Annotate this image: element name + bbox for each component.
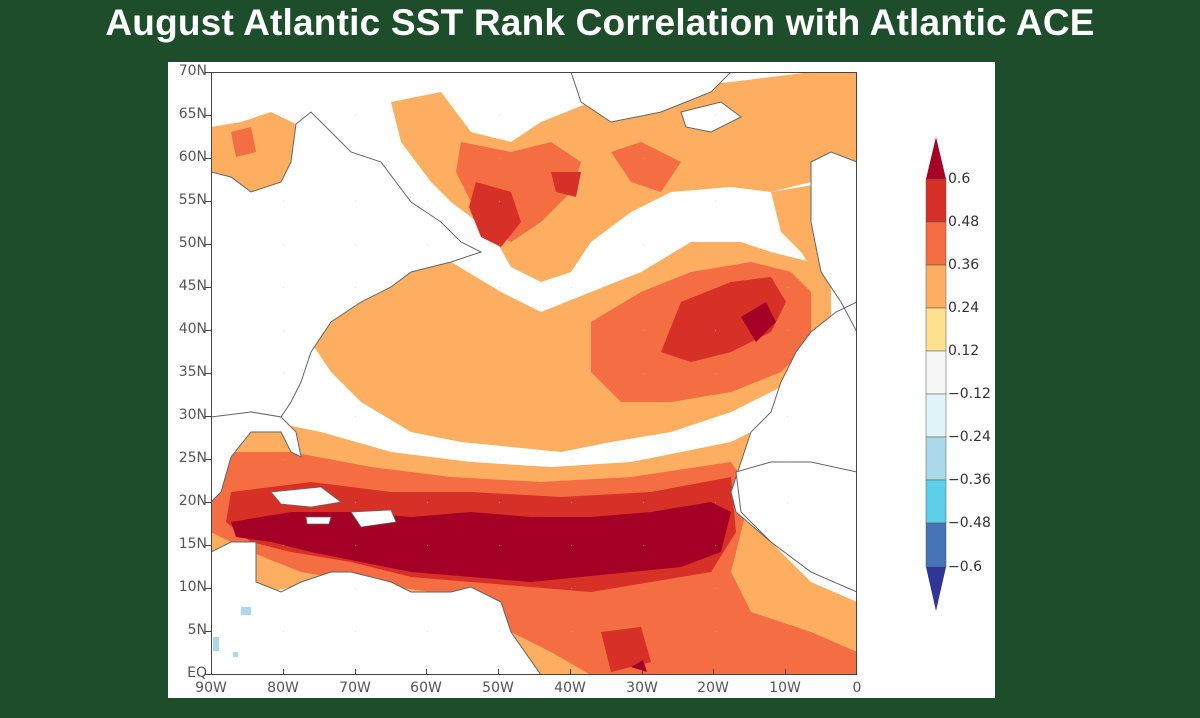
lat-label: 70N [178,63,207,79]
lat-label: EQ [187,665,207,681]
lon-label: 0 [852,680,862,696]
lon-label: 10W [769,680,801,696]
lat-label: 45N [178,278,207,294]
lat-label: 55N [178,192,207,208]
lat-label: 30N [178,407,207,423]
colorbar-label: −0.24 [948,429,991,445]
colorbar-label: 0.24 [948,300,980,316]
lon-label: 40W [554,680,586,696]
lat-label: 60N [178,149,207,165]
colorbar-label: −0.36 [948,472,991,488]
lon-label: 20W [697,680,729,696]
colorbar-label: 0.6 [948,171,971,187]
colorbar-label: 0.48 [948,214,980,230]
colorbar-label: −0.6 [948,559,982,575]
lat-label: 5N [187,622,207,638]
lon-label: 70W [339,680,371,696]
lat-label: 65N [178,106,207,122]
lat-label: 50N [178,235,207,251]
colorbar-label: −0.12 [948,386,991,402]
colorbar-svg [925,137,947,611]
lon-label: 90W [195,680,227,696]
lat-label: 15N [178,536,207,552]
lon-label: 80W [267,680,299,696]
lat-label: 35N [178,364,207,380]
lat-label: 25N [178,450,207,466]
lon-label: 50W [482,680,514,696]
lat-label: 40N [178,321,207,337]
lat-label: 10N [178,579,207,595]
lat-label: 20N [178,493,207,509]
map-svg [211,72,857,675]
lon-label: 60W [410,680,442,696]
colorbar-label: 0.12 [948,343,980,359]
colorbar-label: −0.48 [948,515,991,531]
page-title: August Atlantic SST Rank Correlation wit… [105,2,1095,43]
colorbar-label: 0.36 [948,257,980,273]
correlation-map [211,72,857,675]
lon-label: 30W [626,680,658,696]
